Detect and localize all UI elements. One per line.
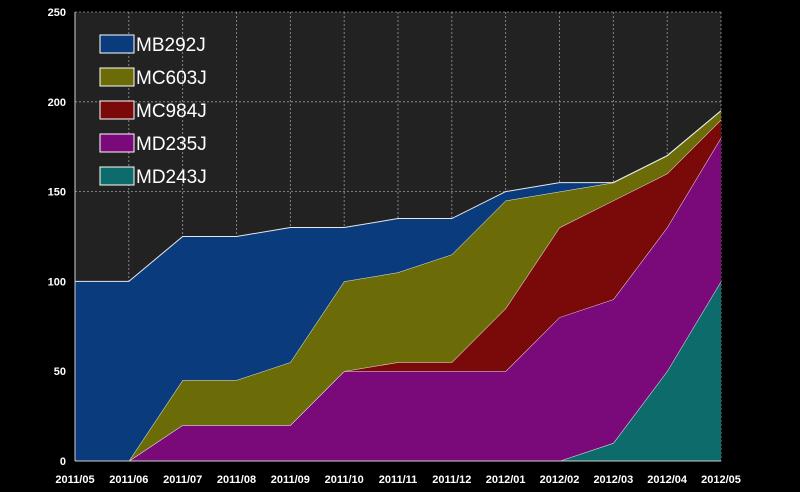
x-tick-label: 2012/04 — [647, 474, 688, 486]
legend-label: MD235J — [136, 134, 207, 155]
x-tick-label: 2012/05 — [701, 474, 741, 486]
x-tick-label: 2011/09 — [271, 474, 310, 486]
series-areas — [75, 110, 722, 462]
legend-label: MC984J — [136, 101, 207, 122]
legend-swatch — [99, 133, 135, 153]
x-tick-label: 2012/03 — [593, 474, 633, 486]
y-tick-label: 0 — [60, 456, 66, 468]
axes — [74, 12, 721, 462]
legend-label: MD243J — [136, 167, 207, 188]
x-tick-label: 2011/10 — [325, 474, 364, 486]
legend-label: MC603J — [136, 68, 207, 89]
legend-swatch — [99, 67, 135, 87]
y-tick-label: 100 — [48, 276, 66, 288]
area-MC603J — [75, 110, 721, 461]
y-axis-ticks: 0 50 100 150 200 250 — [48, 7, 66, 468]
x-tick-label: 2012/02 — [540, 474, 580, 486]
x-tick-label: 2011/07 — [163, 474, 202, 486]
x-tick-label: 2011/06 — [109, 474, 148, 486]
area-MB292J — [75, 110, 721, 461]
area-MC984J — [75, 119, 721, 461]
legend-swatch — [99, 100, 135, 120]
x-tick-label: 2012/01 — [486, 474, 526, 486]
area-edge-MB292J — [75, 110, 722, 282]
x-axis-ticks: 2011/05 2011/06 2011/07 2011/08 2011/09 2011/… — [55, 474, 740, 486]
area-MD235J — [75, 137, 721, 461]
legend: MB292J MC603J MC984J MD235J MD243J — [99, 34, 207, 188]
area-MD243J — [75, 281, 721, 461]
y-tick-label: 200 — [48, 97, 66, 109]
legend-swatch — [99, 34, 135, 54]
legend-label: MB292J — [136, 35, 206, 56]
y-tick-label: 150 — [48, 187, 66, 199]
y-tick-label: 250 — [48, 7, 66, 19]
x-tick-label: 2011/11 — [379, 474, 418, 486]
x-tick-label: 2011/08 — [217, 474, 256, 486]
x-tick-label: 2011/12 — [432, 474, 471, 486]
x-tick-label: 2011/05 — [55, 474, 94, 486]
legend-swatch — [99, 166, 135, 186]
y-tick-label: 50 — [54, 366, 66, 378]
